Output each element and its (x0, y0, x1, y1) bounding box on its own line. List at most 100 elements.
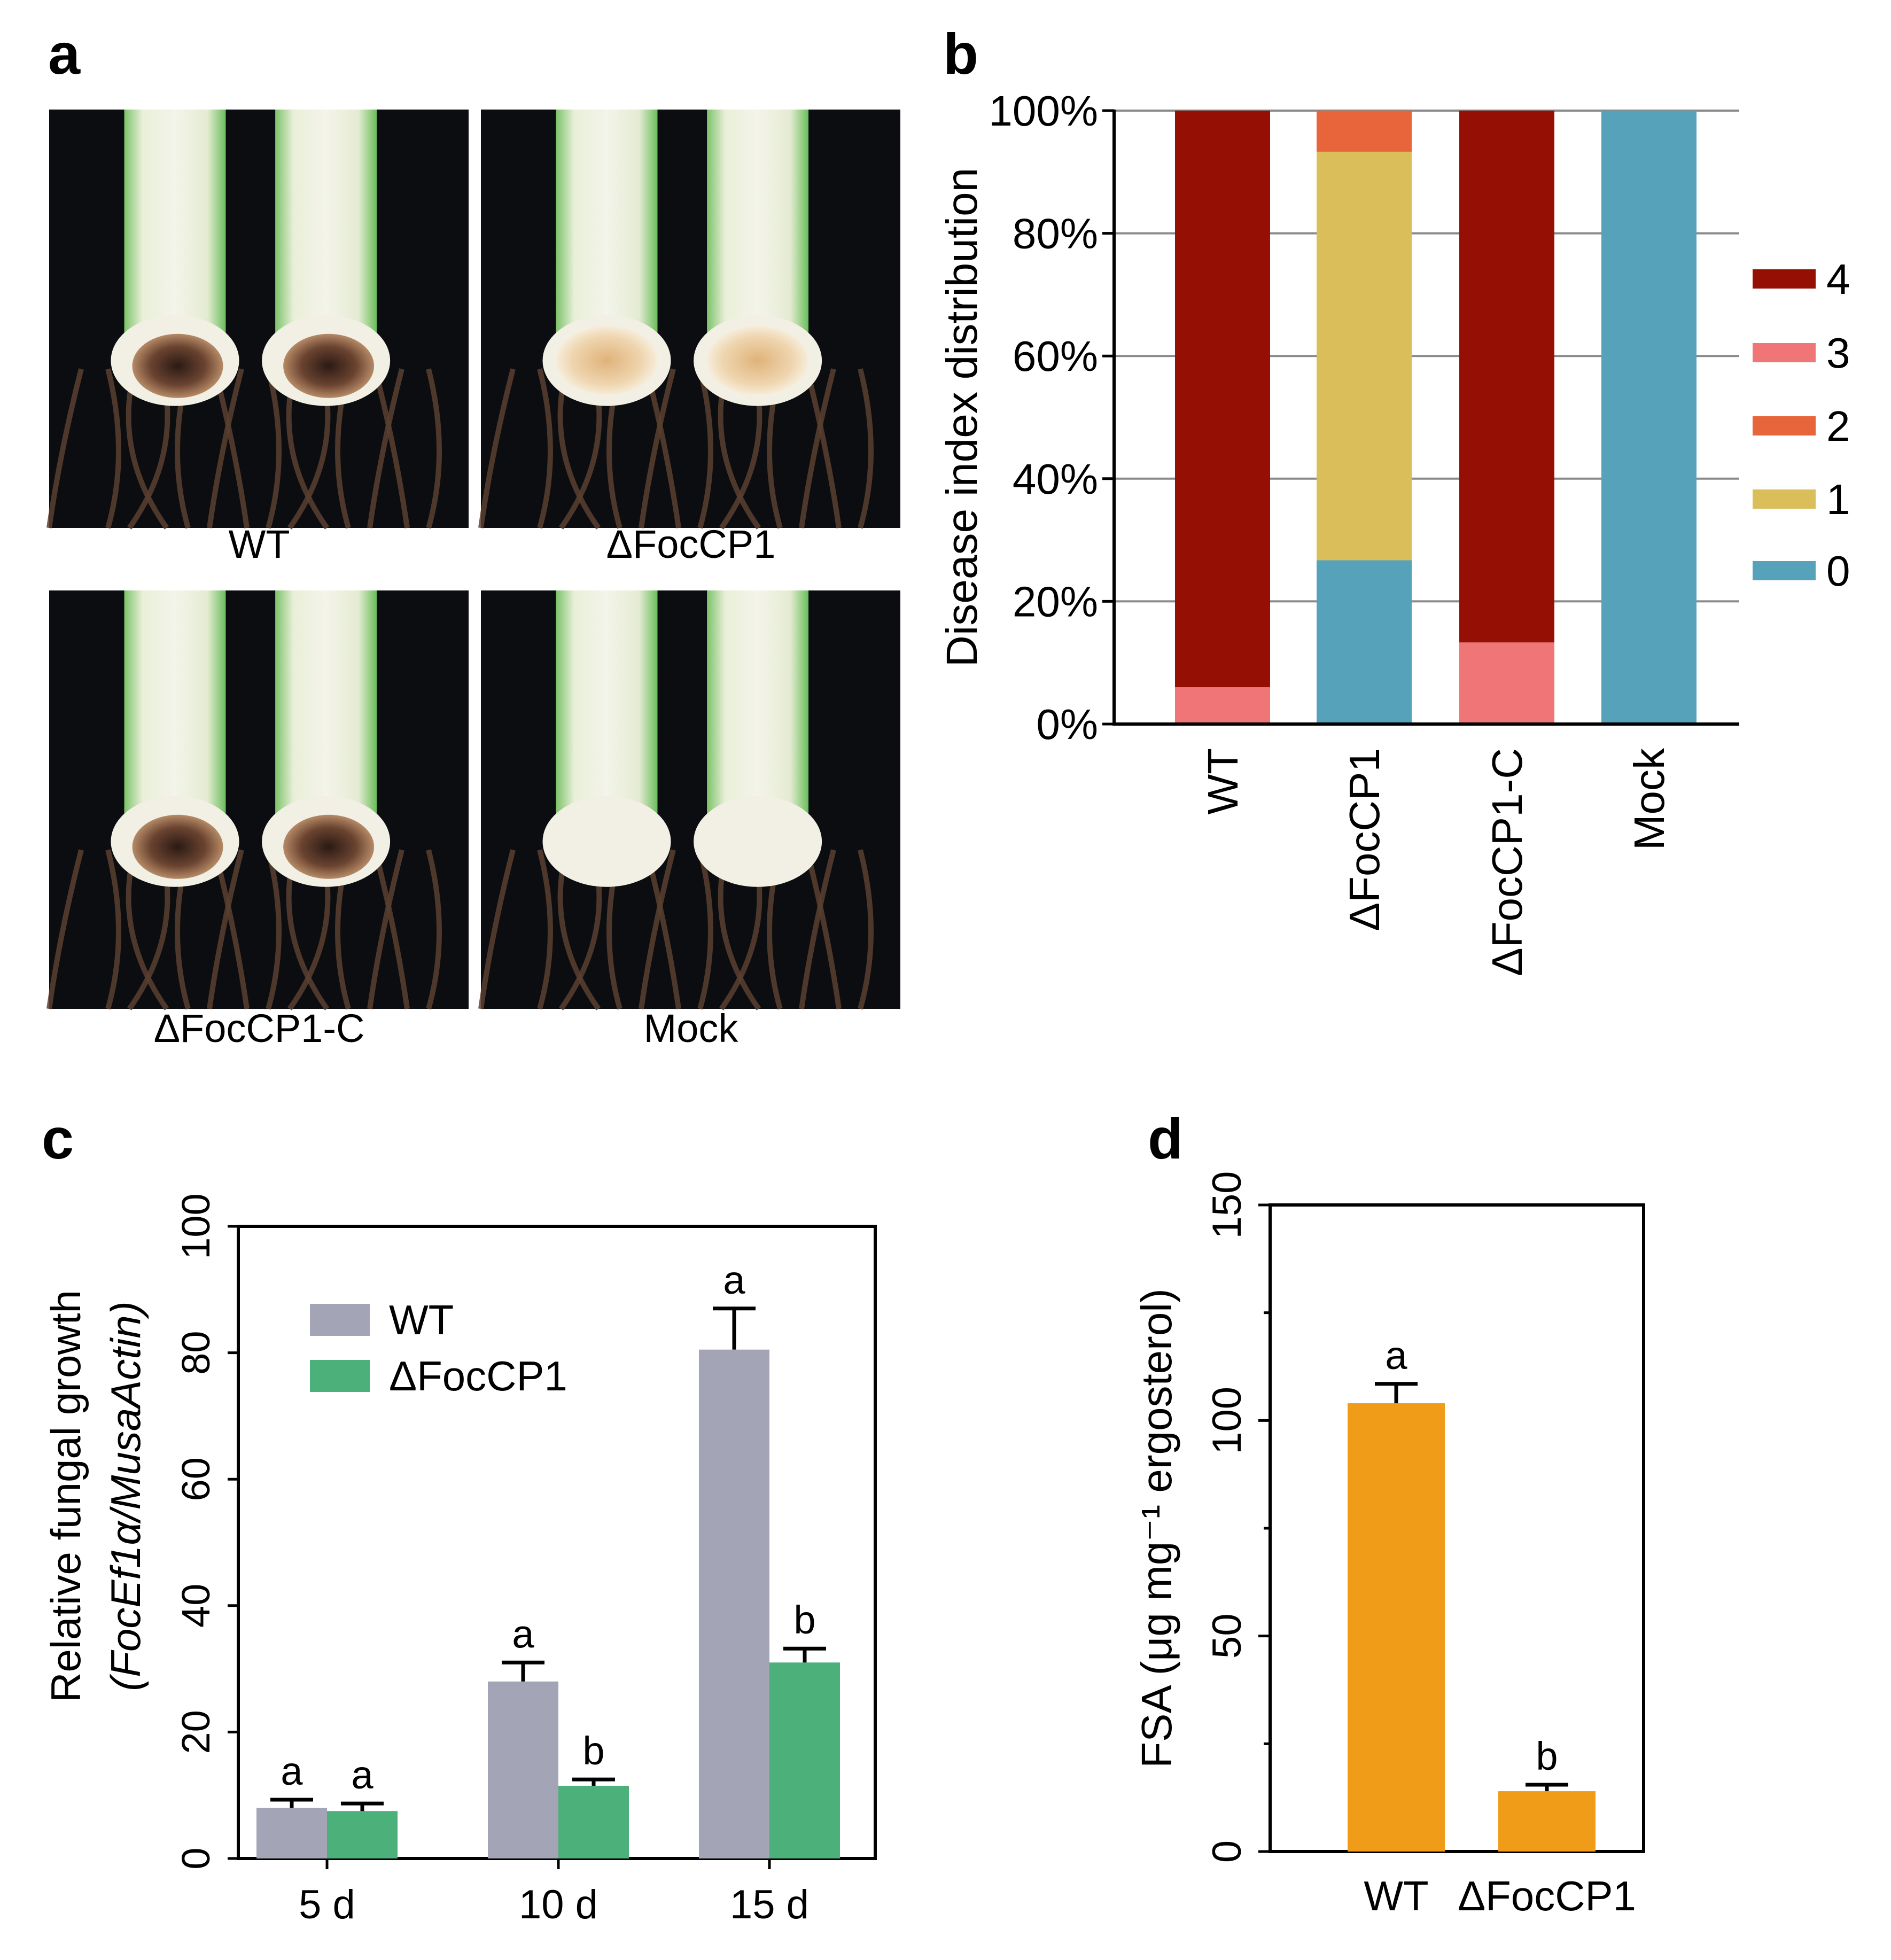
bar-mutant (769, 1662, 840, 1858)
panel-label-c: c (42, 1106, 74, 1171)
legend-label-4: 4 (1826, 255, 1850, 303)
bar-mutant (1498, 1791, 1596, 1852)
rhizome-cross-section-photo (481, 590, 900, 1009)
panel-d: d 0 50 100 150 a WT b ΔFocCP1 FSA (μg mg⁻¹ ergos… (1133, 1106, 1645, 1919)
root-line (207, 368, 244, 528)
root-line (697, 368, 713, 529)
photo-caption: ΔFocCP1-C (154, 1006, 365, 1051)
chart-b: 0% 20% 40% 60% 80% 100% WT ΔFocCP1 ΔFocCP1-C Mock… (938, 87, 1850, 976)
y-tick-label: 40% (1013, 455, 1098, 503)
root-line (367, 368, 404, 528)
y-tick-label: 150 (1204, 1171, 1250, 1239)
chart-d: 0 50 100 150 a WT b ΔFocCP1 FSA (μg mg⁻¹ ergoste… (1133, 1171, 1645, 1919)
bar-mutant (327, 1811, 398, 1858)
bar-wt (1348, 1403, 1445, 1852)
bar-segment-3 (1459, 642, 1554, 724)
significance-letter: b (582, 1729, 604, 1773)
legend-label-0: WT (389, 1296, 454, 1343)
root-line (804, 368, 842, 528)
bar-segment-0 (1601, 111, 1697, 724)
y-tick-label: 40 (174, 1584, 218, 1628)
root-line (858, 368, 874, 529)
panel-label-a: a (48, 21, 81, 86)
photo-3: ΔFocCP1-C (46, 590, 469, 1051)
bar-segment-4 (1459, 111, 1554, 643)
y-tick-label: 80 (174, 1331, 218, 1374)
bar-segment-2 (1317, 111, 1412, 152)
stem (275, 590, 377, 821)
bar-segment-3 (1175, 687, 1270, 724)
photo-1: WT (46, 110, 469, 566)
rhizome-cross-section-photo (481, 110, 900, 528)
y-tick-label: 60 (174, 1457, 218, 1501)
root-line (372, 368, 410, 528)
y-tick-label: 100 (1204, 1387, 1250, 1455)
panel-a: a WT ΔFocCP1 ΔFocCP1-C Mock (46, 21, 900, 1051)
bar-wt (256, 1808, 327, 1858)
significance-letter: a (351, 1753, 373, 1797)
rhizome-cross-section-photo (49, 110, 469, 528)
legend-label-3: 3 (1826, 329, 1850, 377)
y-tick-label: 0% (1036, 701, 1098, 748)
root-line (799, 368, 836, 528)
y-tick-label: 100% (989, 87, 1098, 135)
x-tick-label: ΔFocCP1-C (1483, 748, 1531, 976)
x-tick-label: ΔFocCP1 (1341, 748, 1388, 931)
legend-swatch-3 (1753, 343, 1816, 362)
stem (124, 590, 226, 821)
y-tick-label: 0 (174, 1847, 218, 1869)
lesion (283, 814, 375, 879)
significance-letter: a (512, 1612, 534, 1656)
legend-swatch-4 (1753, 269, 1816, 289)
y-axis-label-line1: Relative fungal growth (42, 1290, 89, 1702)
legend-swatch-1 (1753, 489, 1816, 509)
panel-label-d: d (1148, 1106, 1183, 1171)
root-line (537, 849, 553, 1010)
rhizome (542, 796, 671, 887)
y-tick-label: 20 (174, 1710, 218, 1754)
significance-letter: b (793, 1598, 815, 1642)
rhizome (694, 796, 822, 887)
stem (124, 110, 226, 340)
bar-wt (699, 1349, 769, 1858)
rhizome-cross-section-photo (49, 590, 469, 1009)
root-line (46, 849, 84, 1009)
photo-caption: ΔFocCP1 (606, 522, 776, 566)
root-line (697, 849, 713, 1010)
root-line (799, 849, 836, 1009)
root-line (105, 368, 121, 529)
lesion (283, 333, 375, 398)
x-tick-label: WT (1199, 748, 1247, 814)
panel-b: b 0% 20% 40% 60% 80% 100% WT ΔFocCP1 ΔFocCP1-C Mo… (938, 21, 1850, 976)
lesion (132, 333, 223, 398)
legend-label-1: 1 (1826, 476, 1850, 523)
root-line (426, 849, 442, 1010)
root-line (858, 849, 874, 1010)
root-line (478, 849, 516, 1009)
y-tick-label: 100 (174, 1193, 218, 1259)
root-line (46, 368, 84, 528)
legend-swatch-0 (1753, 561, 1816, 580)
photo-caption: Mock (644, 1006, 739, 1051)
root-line (804, 849, 842, 1009)
significance-letter: b (1536, 1734, 1558, 1778)
photo-2: ΔFocCP1 (478, 110, 900, 566)
legend-label-2: 2 (1826, 402, 1850, 450)
bar-mutant (558, 1785, 629, 1858)
legend-swatch-2 (1753, 416, 1816, 435)
legend-label-1: ΔFocCP1 (389, 1352, 567, 1399)
stem (707, 590, 809, 821)
significance-letter: a (1385, 1333, 1407, 1378)
legend-swatch-0 (310, 1304, 370, 1336)
root-line (372, 849, 410, 1009)
x-tick-label: 15 d (730, 1882, 809, 1927)
y-tick-label: 20% (1013, 578, 1098, 625)
photo-4: Mock (478, 590, 900, 1051)
lesion (707, 325, 809, 395)
stem (275, 110, 377, 340)
stem (556, 110, 658, 340)
root-line (266, 368, 282, 529)
x-tick-label: ΔFocCP1 (1458, 1872, 1636, 1919)
bar-wt (488, 1681, 558, 1858)
panel-label-b: b (943, 21, 978, 86)
